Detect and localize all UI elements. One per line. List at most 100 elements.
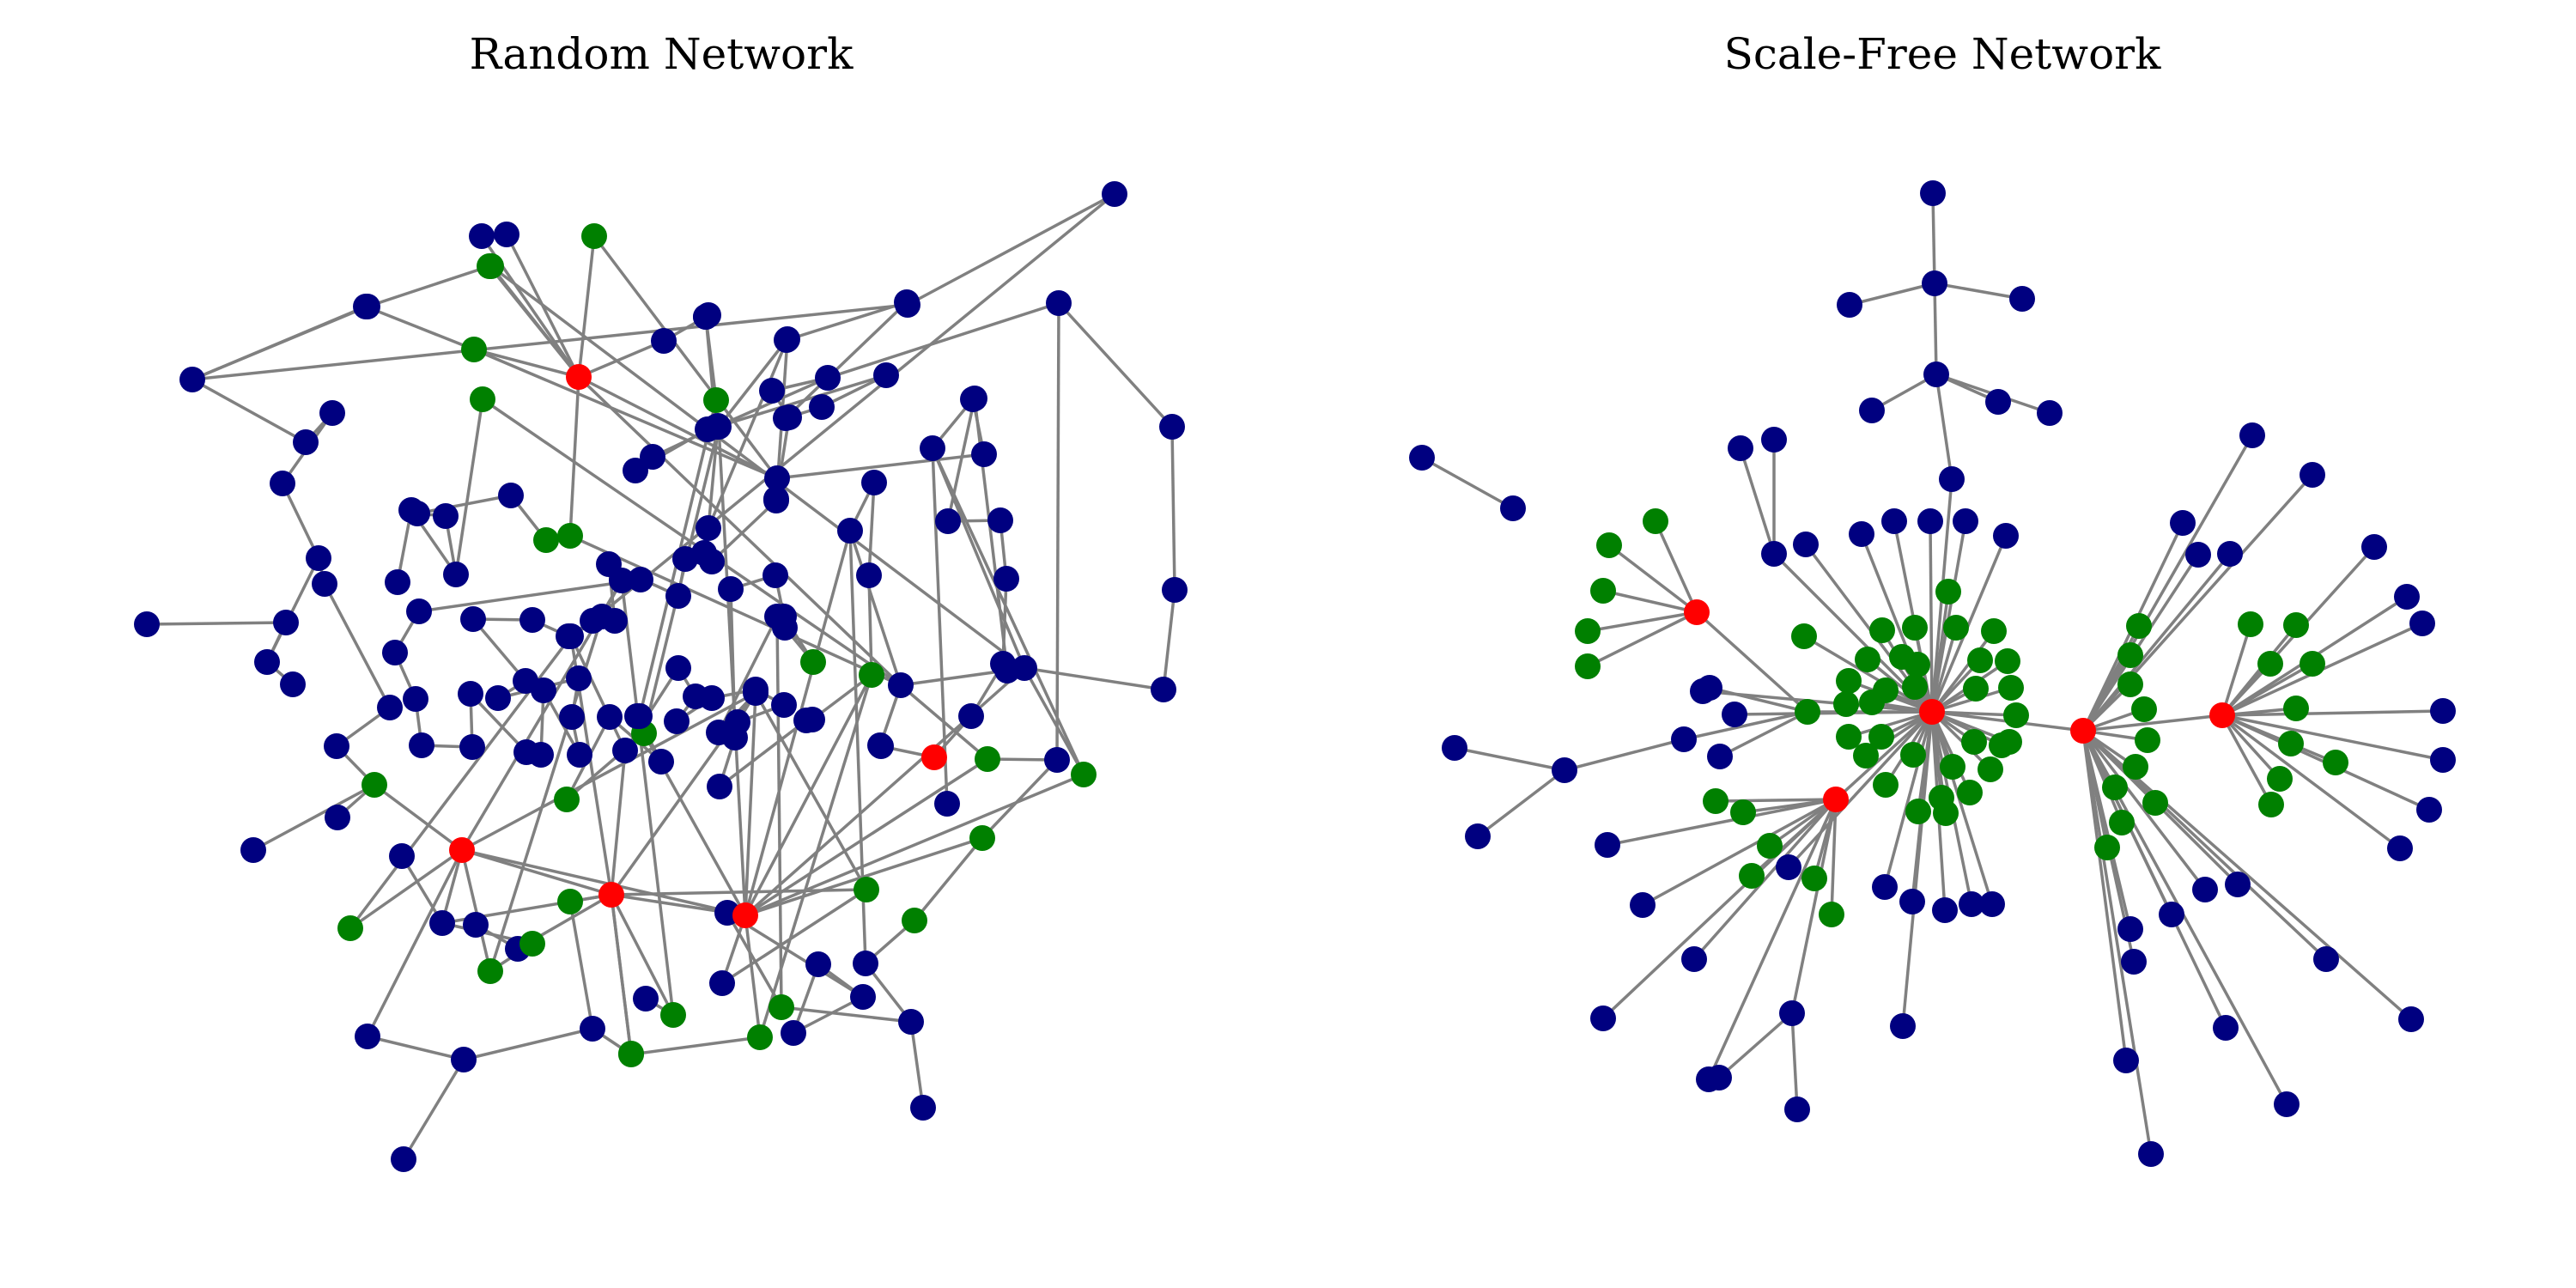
network-node	[2185, 542, 2211, 568]
network-edge	[931, 447, 1026, 669]
network-node	[993, 566, 1019, 592]
network-node	[377, 695, 403, 720]
network-node	[910, 1095, 936, 1121]
hub-neighbor-node	[1575, 618, 1601, 644]
network-node	[1706, 1065, 1732, 1091]
hub-neighbor-node	[2126, 613, 2152, 639]
network-node	[1465, 823, 1491, 849]
hub-neighbor-node	[2102, 775, 2128, 800]
hub-neighbor-node	[2094, 835, 2120, 860]
network-edge	[592, 234, 779, 480]
network-node	[960, 386, 986, 412]
hub-neighbor-node	[1981, 618, 2007, 644]
scale-free-network-panel: Scale-Free Network	[1409, 29, 2456, 1167]
network-node	[324, 733, 349, 759]
network-edge	[1930, 710, 1992, 771]
network-edge	[1715, 798, 1837, 803]
hub-neighbor-node	[337, 915, 363, 941]
network-edge	[793, 995, 864, 1035]
network-node	[2159, 902, 2184, 927]
network-node	[764, 465, 790, 491]
network-edge	[1717, 1012, 1794, 1079]
network-edge	[471, 617, 527, 683]
network-edge	[1848, 710, 1933, 738]
network-edge	[473, 348, 778, 480]
hub-neighbor-node	[1902, 674, 1928, 700]
network-edge	[569, 534, 902, 687]
network-edge	[610, 750, 627, 896]
network-edge	[1421, 456, 1514, 510]
network-edge	[1934, 282, 2023, 301]
network-node	[280, 671, 306, 697]
network-edge	[1719, 710, 1808, 758]
network-node	[589, 604, 615, 629]
hub-neighbor-node	[581, 223, 607, 249]
hub-neighbor-node	[1873, 772, 1899, 798]
network-node	[389, 843, 415, 869]
network-node	[306, 545, 331, 571]
network-node	[1442, 735, 1467, 761]
network-edge	[1642, 798, 1837, 907]
network-edge	[1830, 799, 1838, 915]
network-node	[559, 704, 585, 730]
network-node	[1979, 891, 2005, 917]
random-network-panel: Random Network	[134, 29, 1188, 1172]
network-node	[888, 672, 914, 698]
network-node	[707, 774, 732, 799]
network-node	[2274, 1091, 2300, 1117]
hub-neighbor-node	[1739, 863, 1765, 889]
hub-neighbor-node	[1905, 652, 1930, 677]
hub-node	[598, 882, 624, 908]
hub-neighbor-node	[2117, 671, 2143, 697]
network-edge	[578, 339, 665, 379]
network-node	[2121, 949, 2147, 975]
network-node	[2387, 835, 2413, 861]
network-edge	[744, 692, 757, 916]
network-edge	[1935, 374, 1953, 480]
network-node	[633, 986, 659, 1012]
hub-neighbor-node	[1900, 742, 1926, 768]
network-edge	[1607, 798, 1837, 847]
network-edge	[744, 773, 1084, 917]
network-node	[894, 289, 920, 315]
network-edge	[717, 338, 788, 428]
network-edge	[568, 376, 580, 537]
network-edge	[191, 378, 307, 444]
network-edge	[146, 621, 287, 626]
network-node	[722, 725, 748, 750]
hub-neighbor-node	[969, 825, 995, 851]
hub-neighbor-node	[1967, 647, 1993, 673]
network-node	[2113, 1048, 2139, 1073]
network-edge	[1564, 738, 1685, 772]
network-node	[2117, 916, 2143, 942]
network-node	[451, 1047, 477, 1072]
hub-neighbor-node	[1943, 615, 1969, 641]
network-edge	[744, 914, 762, 1038]
network-edge	[707, 338, 789, 529]
network-node	[1722, 702, 1747, 727]
network-edge	[577, 375, 902, 687]
network-edge	[1683, 710, 1808, 741]
network-node	[850, 984, 876, 1010]
network-node	[706, 414, 732, 440]
hub-node	[449, 837, 475, 863]
network-node	[2430, 698, 2456, 724]
network-edge	[460, 849, 492, 972]
hub-neighbor-node	[2283, 612, 2309, 638]
network-node	[774, 327, 799, 353]
network-edge	[482, 398, 902, 687]
network-node	[463, 912, 489, 938]
network-edge	[2081, 554, 2200, 732]
hub-neighbor-node	[1819, 902, 1844, 927]
network-edge	[469, 692, 528, 754]
network-node	[699, 685, 725, 711]
network-edge	[2081, 729, 2207, 891]
network-edge	[610, 894, 633, 1054]
network-edge	[827, 301, 1060, 380]
hub-neighbor-node	[1833, 691, 1859, 717]
hub-neighbor-node	[519, 931, 545, 957]
network-node	[494, 222, 519, 247]
network-edge	[489, 264, 1026, 670]
network-node	[2192, 877, 2218, 902]
